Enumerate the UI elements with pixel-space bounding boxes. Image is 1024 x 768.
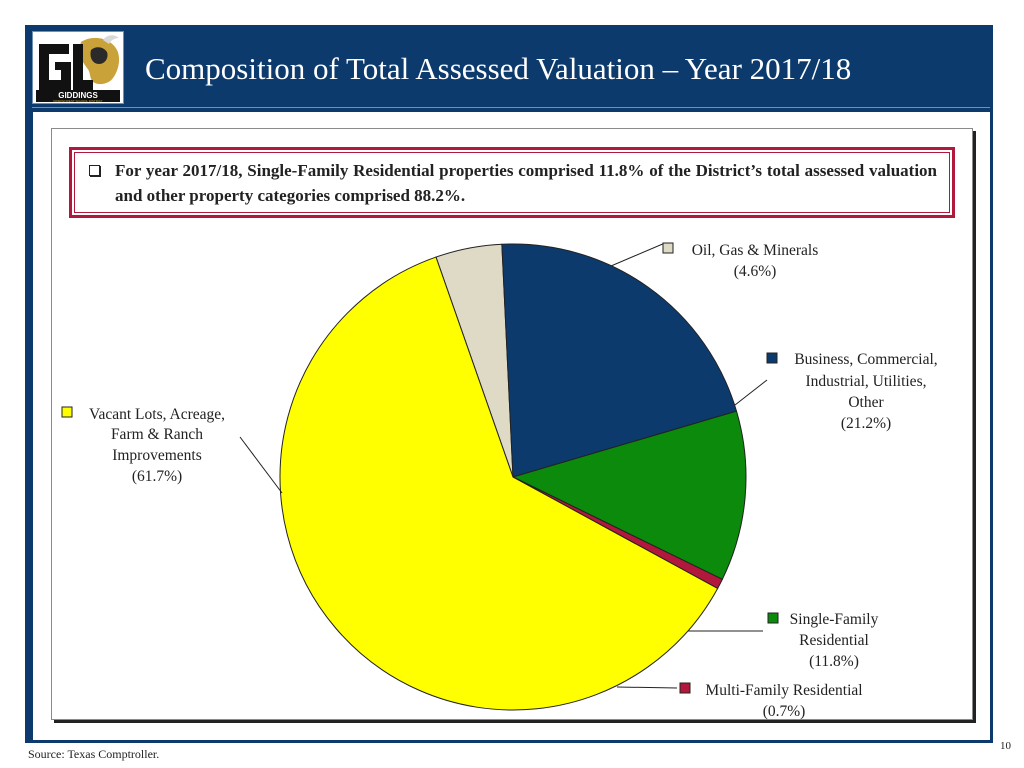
callout-inner-border: For year 2017/18, Single-Family Resident… [74,152,950,213]
slice-value-label: (11.8%) [809,653,859,670]
slice-label: Oil, Gas & Minerals [692,242,819,259]
slice-label: Improvements [112,447,202,464]
slice-label: Single-Family [790,611,879,628]
logo-wordmark: GIDDINGS [58,91,98,100]
slice-value-label: (4.6%) [734,263,777,280]
pie-slice [279,256,719,711]
pie-slice [511,410,747,581]
legend-swatch [61,406,73,418]
summary-callout: For year 2017/18, Single-Family Resident… [69,147,955,218]
district-logo: GIDDINGS INDEPENDENT SCHOOL DISTRICT [32,31,124,104]
source-note: Source: Texas Comptroller. [28,747,160,761]
slice-label: Vacant Lots, Acreage, [89,406,225,423]
checkbox-bullet-icon [89,165,100,176]
giddings-logo-icon: GIDDINGS INDEPENDENT SCHOOL DISTRICT [33,32,123,103]
slice-label: Business, Commercial, [794,351,937,368]
leader-line [734,379,768,406]
slice-value-label: (21.2%) [841,415,891,432]
legend-swatch [766,352,778,364]
callout-text: For year 2017/18, Single-Family Resident… [115,161,937,205]
pie-slice [501,243,738,478]
leader-lines [239,242,768,689]
slice-value-label: (0.7%) [763,703,806,720]
legend-swatch [679,682,691,694]
slice-label: Farm & Ranch [111,426,203,443]
leader-line [239,436,283,494]
leader-line [616,686,678,689]
logo-subtext: INDEPENDENT SCHOOL DISTRICT [53,99,103,103]
header-bar [32,29,990,108]
legend-swatch [767,612,779,624]
legend-swatch [662,242,674,254]
pie-slices [279,243,747,711]
page-number: 10 [1000,740,1011,752]
slice-label: Residential [799,632,869,649]
slice-label: Industrial, Utilities, [806,373,927,390]
slice-label: Other [848,394,884,411]
slice-label: Multi-Family Residential [705,682,862,699]
page-title: Composition of Total Assessed Valuation … [145,51,852,86]
slice-value-label: (61.7%) [132,468,182,485]
slice-labels: Oil, Gas & Minerals (4.6%) Business, Comme… [61,242,938,720]
leader-line [610,242,666,267]
